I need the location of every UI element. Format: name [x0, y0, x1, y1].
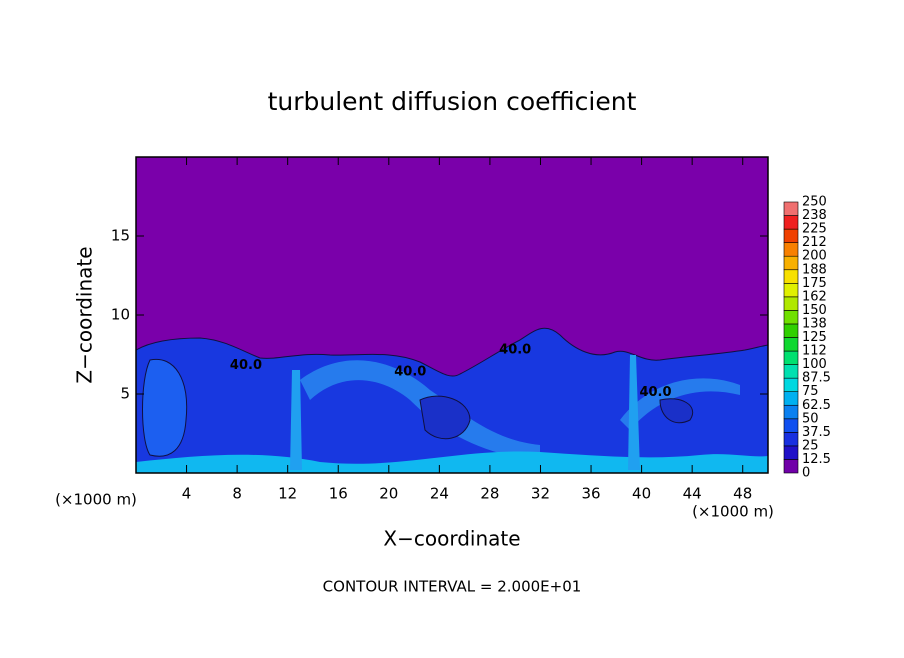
swirl — [419, 395, 471, 440]
colorbar-label: 100 — [802, 357, 827, 372]
colorbar-label: 75 — [802, 384, 819, 399]
colorbar-label: 25 — [802, 438, 819, 453]
colorbar-label: 125 — [802, 330, 827, 345]
x-tick-label: 48 — [733, 485, 752, 503]
colorbar-bin — [783, 228, 799, 243]
x-tick-label: 36 — [581, 485, 600, 503]
colorbar-bin — [783, 337, 799, 352]
colorbar-bin — [783, 323, 799, 338]
y-tick-label: 15 — [111, 227, 130, 245]
colorbar-label: 50 — [802, 411, 819, 426]
colorbar-bin — [783, 215, 799, 230]
colorbar-label: 162 — [802, 289, 827, 304]
field — [135, 157, 769, 474]
colorbar-label: 238 — [802, 208, 827, 223]
y-tick-label: 5 — [120, 385, 130, 403]
x-tick-label: 8 — [232, 485, 242, 503]
colorbar-bin — [783, 269, 799, 284]
contour-label: 40.0 — [230, 358, 262, 373]
y-axis-label: Z−coordinate — [73, 246, 97, 383]
swirl — [659, 398, 693, 424]
chart-title: turbulent diffusion coefficient — [268, 87, 637, 116]
contour-note: CONTOUR INTERVAL = 2.000E+01 — [323, 578, 582, 596]
colorbar-label: 87.5 — [802, 371, 831, 386]
contour-label: 40.0 — [499, 342, 531, 357]
colorbar-bin — [783, 432, 799, 447]
x-tick-label: 12 — [278, 485, 297, 503]
colorbar-bin — [783, 445, 799, 460]
colorbar-label: 175 — [802, 276, 827, 291]
colorbar-bin — [783, 310, 799, 325]
colorbar-bin — [783, 350, 799, 365]
colorbar-bin — [783, 391, 799, 406]
colorbar-bin — [783, 418, 799, 433]
colorbar-label: 150 — [802, 303, 827, 318]
x-tick-label: 44 — [683, 485, 702, 503]
x-tick-label: 32 — [531, 485, 550, 503]
swirl — [142, 358, 188, 457]
colorbar-bin — [783, 282, 799, 298]
x-tick-label: 28 — [480, 485, 499, 503]
colorbar-bin — [783, 404, 799, 420]
plume — [628, 355, 640, 470]
swirl — [620, 378, 740, 430]
colorbar-label: 212 — [802, 235, 827, 250]
colorbar-label: 200 — [802, 249, 827, 264]
colorbar-label: 37.5 — [802, 425, 831, 440]
x-tick-label: 16 — [329, 485, 348, 503]
x-tick-label: 20 — [379, 485, 398, 503]
x-unit-right: (×1000 m) — [692, 503, 774, 521]
colorbar-label: 250 — [802, 195, 827, 210]
x-unit-left: (×1000 m) — [55, 491, 137, 509]
colorbar-bin — [783, 201, 799, 216]
colorbar-bin — [783, 364, 799, 379]
colorbar-bin — [783, 242, 799, 257]
plume — [290, 370, 302, 470]
colorbar-label: 225 — [802, 222, 827, 237]
x-tick-label: 4 — [182, 485, 192, 503]
colorbar-label: 112 — [802, 344, 827, 359]
colorbar-bin — [783, 296, 799, 311]
colorbar-bin — [783, 459, 799, 474]
y-tick-label: 10 — [111, 306, 130, 324]
swirl — [300, 360, 540, 460]
contour-label: 40.0 — [639, 385, 671, 400]
colorbar-label: 12.5 — [802, 452, 831, 467]
colorbar-label: 188 — [802, 262, 827, 277]
colorbar-bin — [783, 255, 799, 271]
contour-label: 40.0 — [394, 364, 426, 379]
x-tick-label: 24 — [430, 485, 449, 503]
colorbar-label: 0 — [802, 466, 810, 481]
x-axis-label: X−coordinate — [383, 527, 520, 551]
x-tick-label: 40 — [632, 485, 651, 503]
colorbar-label: 138 — [802, 316, 827, 331]
colorbar-label: 62.5 — [802, 398, 831, 413]
colorbar-bin — [783, 377, 799, 392]
